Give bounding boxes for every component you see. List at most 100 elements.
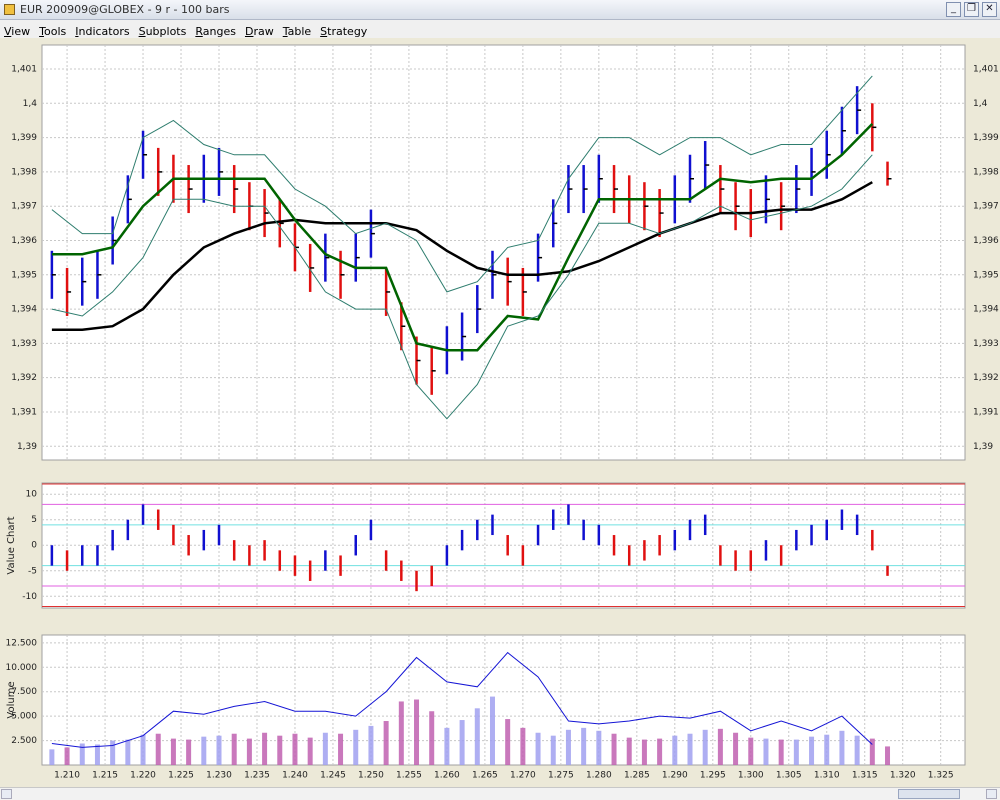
scroll-thumb[interactable] <box>898 789 960 799</box>
menu-item[interactable]: Indicators <box>75 25 130 38</box>
volume-bar <box>170 738 176 765</box>
volume-bar <box>414 699 420 765</box>
y-tick-label: 7.500 <box>11 687 37 697</box>
y-tick-label: 1,39 <box>17 442 37 452</box>
volume-bar <box>186 739 192 765</box>
x-tick-label: 1.320 <box>890 771 916 781</box>
volume-bar <box>246 738 252 765</box>
y-tick-label: 1,399 <box>11 133 37 143</box>
menu-item[interactable]: Ranges <box>195 25 236 38</box>
y-tick-label: 1,394 <box>11 305 37 315</box>
y-tick-label: 1,4 <box>23 99 38 109</box>
y-tick-label: -5 <box>28 566 37 576</box>
y-axis-title: Volume <box>6 681 17 718</box>
x-tick-label: 1.290 <box>662 771 688 781</box>
volume-bar <box>657 738 663 765</box>
volume-bar <box>717 728 723 765</box>
x-tick-label: 1.270 <box>510 771 536 781</box>
menu-item[interactable]: View <box>4 25 31 38</box>
volume-bar <box>353 729 359 765</box>
y-tick-label: 1,401 <box>11 65 37 75</box>
close-button[interactable]: ✕ <box>982 2 997 17</box>
x-tick-label: 1.220 <box>130 771 156 781</box>
volume-bar <box>809 736 815 765</box>
volume-bar <box>748 737 754 765</box>
volume-bar <box>338 733 344 765</box>
x-tick-label: 1.305 <box>776 771 802 781</box>
scroll-left[interactable] <box>1 789 12 799</box>
x-tick-label: 1.285 <box>624 771 650 781</box>
volume-bar <box>869 738 875 765</box>
x-tick-label: 1.250 <box>358 771 384 781</box>
volume-bar <box>854 735 860 765</box>
y-tick-label: 1,396 <box>11 236 37 246</box>
volume-bar <box>277 735 283 765</box>
x-tick-label: 1.265 <box>472 771 498 781</box>
volume-bar <box>110 740 116 765</box>
volume-bar <box>307 737 313 765</box>
x-tick-label: 1.280 <box>586 771 612 781</box>
y-tick-label-right: 1,395 <box>973 270 999 280</box>
volume-bar <box>94 744 100 765</box>
volume-bar <box>763 738 769 765</box>
volume-bar <box>216 735 222 765</box>
volume-bar <box>474 708 480 765</box>
menu-item[interactable]: Draw <box>244 25 274 38</box>
volume-bar <box>140 734 146 765</box>
menu-item[interactable]: Tools <box>39 25 67 38</box>
y-tick-label-right: 1,397 <box>973 202 999 212</box>
scroll-right[interactable] <box>986 789 997 799</box>
indicator-line <box>51 75 873 293</box>
volume-bar <box>778 739 784 765</box>
volume-bar <box>505 719 511 765</box>
x-tick-label: 1.325 <box>928 771 954 781</box>
x-tick-label: 1.315 <box>852 771 878 781</box>
menu-bar: View Tools Indicators Subplots Ranges Draw Tab… <box>0 20 1000 38</box>
y-tick-label-right: 1,393 <box>973 339 999 349</box>
volume-bar <box>201 736 207 765</box>
y-tick-label: 1,392 <box>11 373 37 383</box>
volume-bar <box>262 732 268 765</box>
y-tick-label: 1,395 <box>11 270 37 280</box>
menu-item[interactable]: Table <box>282 25 312 38</box>
menu-item[interactable]: Strategy <box>320 25 368 38</box>
volume-bar <box>702 729 708 765</box>
volume-bar <box>444 727 450 765</box>
menu-item[interactable]: Subplots <box>138 25 187 38</box>
x-tick-label: 1.235 <box>244 771 270 781</box>
y-tick-label: 2.500 <box>11 736 37 746</box>
volume-bar <box>824 734 830 765</box>
y-tick-label: 1,393 <box>11 339 37 349</box>
volume-bar <box>687 733 693 765</box>
y-tick-label: 0 <box>31 541 37 551</box>
horizontal-scrollbar[interactable] <box>0 787 1000 800</box>
window-title: EUR 200909@GLOBEX - 9 r - 100 bars <box>20 3 230 16</box>
volume-bar <box>368 725 374 765</box>
volume-bar <box>839 730 845 765</box>
x-tick-label: 1.260 <box>434 771 460 781</box>
y-tick-label-right: 1,4 <box>973 99 988 109</box>
y-tick-label: 12.500 <box>6 638 38 648</box>
y-tick-label: -10 <box>22 592 37 602</box>
volume-bar <box>292 733 298 765</box>
x-tick-label: 1.310 <box>814 771 840 781</box>
volume-bar <box>793 739 799 765</box>
volume-bar <box>520 727 526 765</box>
title-bar: EUR 200909@GLOBEX - 9 r - 100 bars _ ❐ ✕ <box>0 0 1000 20</box>
volume-bar <box>565 729 571 765</box>
volume-bar <box>383 721 389 765</box>
x-tick-label: 1.300 <box>738 771 764 781</box>
volume-bar <box>672 735 678 765</box>
indicator-line <box>51 154 873 420</box>
volume-bar <box>79 743 85 765</box>
minimize-button[interactable]: _ <box>946 2 961 17</box>
maximize-button[interactable]: ❐ <box>964 2 979 17</box>
x-tick-label: 1.255 <box>396 771 422 781</box>
y-tick-label-right: 1,396 <box>973 236 999 246</box>
x-tick-label: 1.245 <box>320 771 346 781</box>
y-tick-label: 1,398 <box>11 167 37 177</box>
x-tick-label: 1.210 <box>54 771 80 781</box>
volume-bar <box>611 733 617 765</box>
volume-bar <box>641 739 647 765</box>
